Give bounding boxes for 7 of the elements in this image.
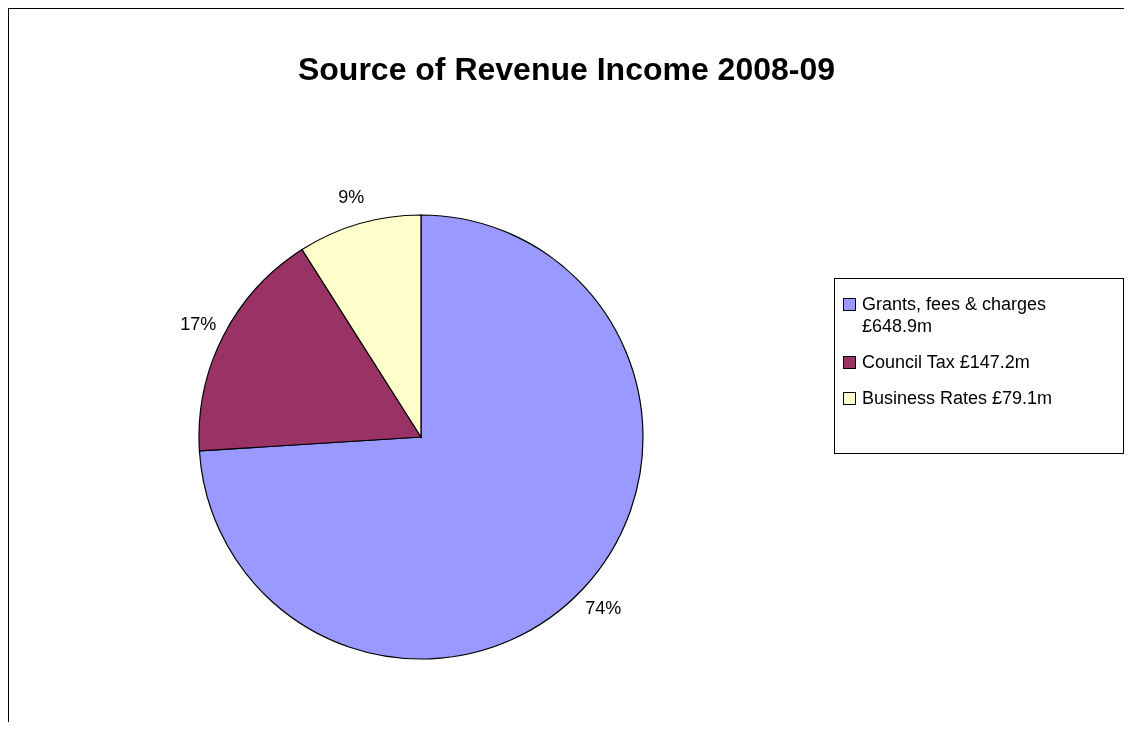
data-label: 74%: [585, 598, 622, 619]
legend-label: Business Rates £79.1m: [862, 386, 1053, 409]
data-label: 17%: [180, 313, 217, 334]
chart-title: Source of Revenue Income 2008-09: [296, 51, 837, 88]
data-label: 9%: [338, 186, 365, 207]
legend-label: Grants, fees & charges £648.9m: [862, 292, 1048, 337]
legend-label: Council Tax £147.2m: [862, 350, 1030, 373]
